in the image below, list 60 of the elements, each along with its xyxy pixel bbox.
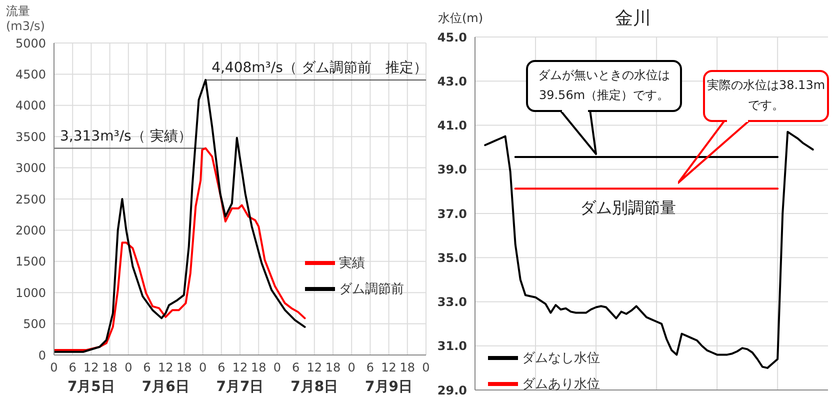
x-tick-label: 18 — [176, 360, 192, 375]
x-tick-label: 0 — [422, 360, 430, 375]
y-tick-label: 1000 — [15, 286, 46, 300]
y-tick-label: 39.0 — [437, 162, 467, 177]
x-tick-label: 18 — [325, 360, 341, 375]
y-tick-label: 0 — [38, 348, 46, 362]
x-tick-label: 18 — [102, 360, 118, 375]
x-tick-label: 12 — [84, 360, 99, 375]
x-tick-label: 18 — [400, 360, 416, 375]
x-tick-label: 0 — [124, 360, 132, 375]
y-tick-label: 3500 — [15, 130, 46, 144]
annotation: ダム別調節量 — [580, 198, 676, 219]
y-tick-label: 43.0 — [437, 74, 467, 88]
text: 7月7日 — [215, 378, 265, 396]
x-tick-label: 0 — [50, 360, 58, 375]
legend-label: ダムあり水位 — [522, 376, 600, 393]
y-tick-label: 3000 — [15, 161, 46, 176]
y-tick-label: 33.0 — [437, 295, 467, 310]
x-tick-label: 6 — [143, 360, 151, 375]
y-tick-label: 41.0 — [437, 118, 467, 133]
x-tick-label: 12 — [381, 360, 396, 375]
x-tick-label: 12 — [158, 360, 174, 375]
speech-bubble: 実際の水位は38.13mです。 — [678, 70, 829, 184]
y-axis-title: 水位(m) — [438, 10, 484, 27]
y-tick-label: 31.0 — [437, 339, 467, 354]
annotation: ダムが無いときの水位は39.56m（推定）です。 — [526, 60, 682, 112]
legend-label: ダム調節前 — [339, 281, 404, 298]
y-tick-label: 500 — [23, 317, 46, 332]
x-tick-label: 12 — [232, 360, 248, 375]
y-tick-label: 35.0 — [437, 250, 467, 265]
x-tick-label: 18 — [250, 360, 266, 375]
legend-label: 実績 — [339, 255, 365, 272]
x-tick-label: 0 — [273, 360, 282, 375]
y-tick-label: 45.0 — [437, 30, 467, 44]
line-series — [484, 130, 814, 369]
y-tick-label: 2500 — [15, 192, 46, 206]
chart-title: 金川 — [615, 8, 651, 29]
legend-label: ダムなし水位 — [522, 350, 600, 367]
x-tick-label: 12 — [306, 360, 322, 375]
x-tick-label: 6 — [366, 360, 374, 375]
x-tick-label: 6 — [68, 360, 76, 375]
y-tick-label: 2000 — [15, 223, 46, 238]
y-axis-title: 流量 (m3/s) — [6, 4, 45, 34]
annotation: 3,313m³/s（ 実績） — [60, 128, 192, 144]
x-tick-label: 0 — [198, 360, 207, 375]
annotation: 実際の水位は38.13mです。 — [703, 70, 829, 122]
x-tick-label: 6 — [292, 360, 300, 375]
text: 7月8日 — [290, 378, 340, 396]
y-tick-label: 5000 — [15, 36, 46, 50]
x-tick-label: 6 — [218, 360, 226, 375]
x-tick-label: 0 — [348, 360, 356, 375]
y-tick-label: 1500 — [15, 254, 46, 269]
text: 7月6日 — [140, 378, 190, 396]
y-tick-label: 4500 — [15, 67, 46, 82]
text: 7月9日 — [364, 378, 414, 396]
annotation: 4,408m³/s（ ダム調節前 推定） — [212, 60, 428, 76]
text: 7月5日 — [66, 378, 116, 396]
y-tick-label: 4000 — [15, 98, 46, 113]
y-tick-label: 29.0 — [437, 383, 467, 398]
y-tick-label: 37.0 — [437, 206, 467, 221]
